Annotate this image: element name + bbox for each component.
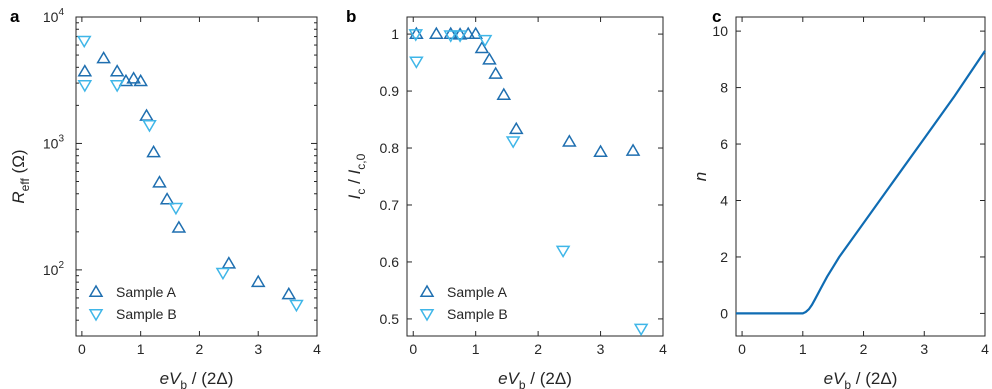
data-point bbox=[146, 144, 161, 158]
series-sample-b bbox=[408, 29, 649, 337]
y-tick-label: 0.7 bbox=[380, 197, 400, 213]
x-tick-label: 3 bbox=[254, 341, 262, 357]
data-point bbox=[215, 267, 231, 281]
data-point bbox=[443, 26, 459, 40]
legend-marker bbox=[419, 309, 435, 322]
axes-box bbox=[406, 16, 664, 337]
y-tick-label: 102 bbox=[43, 260, 65, 278]
data-point bbox=[289, 299, 304, 313]
axes-box bbox=[75, 16, 318, 337]
y-tick-label: 4 bbox=[720, 192, 728, 208]
data-point bbox=[96, 50, 111, 64]
data-point bbox=[555, 245, 571, 259]
y-axis-label: Ic / Ic,0 bbox=[345, 153, 368, 199]
y-tick-label: 1 bbox=[391, 26, 399, 42]
legend-label: Sample B bbox=[116, 306, 177, 322]
axes-box bbox=[735, 16, 986, 337]
data-point bbox=[168, 202, 184, 216]
x-tick-label: 4 bbox=[313, 341, 321, 357]
x-tick-label: 4 bbox=[659, 341, 667, 357]
y-tick-label: 0 bbox=[720, 305, 728, 321]
data-point bbox=[474, 40, 490, 54]
data-point bbox=[562, 134, 577, 147]
data-point bbox=[477, 34, 493, 48]
x-tick-label: 2 bbox=[860, 341, 868, 357]
x-tick-label: 1 bbox=[137, 341, 145, 357]
data-point bbox=[77, 80, 93, 93]
data-point bbox=[221, 256, 237, 269]
data-point bbox=[508, 121, 524, 135]
data-point bbox=[250, 274, 266, 288]
y-tick-label: 104 bbox=[43, 7, 65, 25]
data-point bbox=[408, 29, 424, 42]
data-point bbox=[496, 87, 512, 100]
x-tick-label: 0 bbox=[409, 341, 417, 357]
panel-letter: b bbox=[346, 7, 356, 26]
data-point bbox=[468, 26, 483, 40]
panel-c: c 0 1 2 3 4 0 2 4 6 8 10 eVb / (2Δ) n bbox=[691, 7, 989, 389]
x-tick-label: 0 bbox=[738, 341, 746, 357]
data-point bbox=[452, 27, 468, 40]
data-point bbox=[159, 192, 175, 205]
data-point bbox=[76, 35, 92, 49]
legend-marker bbox=[88, 309, 104, 322]
x-axis-label: eVb / (2Δ) bbox=[498, 369, 572, 389]
x-tick-label: 2 bbox=[534, 341, 542, 357]
data-point bbox=[281, 286, 297, 300]
x-tick-label: 1 bbox=[472, 341, 480, 357]
series-sample-a bbox=[409, 26, 641, 157]
legend-marker bbox=[419, 284, 435, 297]
x-tick-label: 2 bbox=[196, 341, 204, 357]
y-tick-label: 103 bbox=[43, 133, 65, 151]
x-tick-label: 1 bbox=[799, 341, 807, 357]
data-point bbox=[126, 71, 141, 84]
legend-label: Sample A bbox=[116, 284, 177, 300]
data-point bbox=[133, 73, 148, 87]
data-point bbox=[77, 64, 93, 77]
panel-a: a 0 1 2 3 4 102 103 104 eVb / (2Δ) Reff (Ω) Sample … bbox=[9, 7, 321, 389]
data-point bbox=[488, 66, 503, 79]
series-sample-a bbox=[77, 50, 297, 300]
data-point bbox=[142, 120, 157, 133]
data-point bbox=[429, 26, 444, 40]
x-tick-label: 3 bbox=[920, 341, 928, 357]
y-tick-label: 10 bbox=[712, 23, 728, 39]
y-axis-label: n bbox=[691, 172, 710, 181]
x-axis-label: eVb / (2Δ) bbox=[824, 369, 898, 389]
data-point bbox=[139, 108, 154, 121]
panel-letter: c bbox=[712, 7, 721, 26]
data-point bbox=[452, 30, 468, 43]
data-point bbox=[152, 175, 167, 188]
data-point bbox=[482, 52, 497, 65]
legend-label: Sample A bbox=[447, 284, 508, 300]
y-tick-label: 8 bbox=[720, 80, 728, 96]
legend-label: Sample B bbox=[447, 306, 508, 322]
data-point bbox=[625, 143, 641, 156]
x-tick-label: 0 bbox=[78, 341, 86, 357]
data-line bbox=[736, 50, 986, 315]
y-tick-label: 2 bbox=[720, 249, 728, 265]
data-point bbox=[633, 323, 649, 337]
data-point bbox=[505, 136, 521, 149]
data-point bbox=[171, 220, 187, 233]
x-tick-label: 3 bbox=[597, 341, 605, 357]
data-point bbox=[443, 30, 459, 43]
y-tick-label: 0.6 bbox=[380, 254, 400, 270]
x-tick-label: 4 bbox=[981, 341, 989, 357]
panel-b: b 0 1 2 3 4 0.5 0.6 0.7 0.8 0.9 1 eVb / (2Δ) Ic / Ic,… bbox=[345, 7, 667, 389]
y-tick-label: 6 bbox=[720, 136, 728, 152]
x-axis-label: eVb / (2Δ) bbox=[160, 369, 234, 389]
series-sample-b bbox=[76, 35, 304, 313]
y-axis-label: Reff (Ω) bbox=[9, 149, 32, 203]
data-point bbox=[109, 80, 125, 93]
data-point bbox=[109, 64, 125, 77]
y-tick-label: 0.8 bbox=[380, 140, 400, 156]
data-point bbox=[593, 144, 608, 157]
panel-letter: a bbox=[10, 7, 20, 26]
data-point bbox=[409, 56, 424, 69]
legend-marker bbox=[88, 284, 104, 297]
y-tick-label: 0.5 bbox=[380, 311, 400, 327]
y-tick-label: 0.9 bbox=[380, 83, 400, 99]
